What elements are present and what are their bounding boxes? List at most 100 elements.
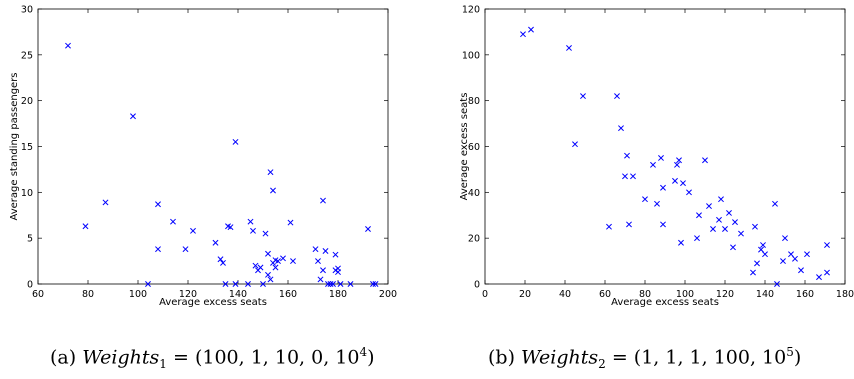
caption-b-close: ) [793,346,802,369]
data-point-b-41 [762,251,768,258]
data-point-a-39 [320,197,326,204]
data-point-b-36 [750,269,756,276]
caption-b-math: Weights [521,346,599,369]
data-point-b-32 [726,210,732,216]
data-point-a-10 [212,239,219,246]
data-point-a-25 [267,276,274,283]
data-point-b-28 [710,226,716,232]
x-tick-label-a-5: 160 [279,289,297,300]
caption-b-exp: 5 [786,345,794,359]
data-point-b-7 [618,125,624,132]
plot-frame-b [484,8,846,285]
y-tick-label-b-5: 100 [462,50,480,61]
y-tick-label-a-5: 25 [21,50,33,61]
y-tick-label-b-6: 120 [462,5,480,16]
data-point-b-1 [528,26,534,33]
data-point-b-18 [672,177,678,184]
data-point-a-17 [247,218,254,225]
x-tick-label-a-6: 180 [329,289,347,300]
x-tick-label-b-3: 60 [599,289,611,300]
data-point-a-19 [252,262,259,269]
data-point-a-5 [155,201,161,208]
data-point-a-4 [145,281,151,287]
y-axis-label-a: Average standing passengers [9,72,20,220]
x-tick-label-b-0: 0 [482,289,488,300]
data-point-a-0 [65,42,71,49]
x-tick-label-a-2: 100 [129,289,147,300]
data-point-b-42 [772,200,778,207]
data-point-b-10 [626,221,632,228]
data-point-a-32 [280,255,286,262]
caption-a-value: = (100, 1, 10, 0, 10 [172,346,360,369]
data-point-a-44 [332,251,339,258]
data-point-b-37 [752,223,758,230]
data-point-b-40 [760,242,766,248]
data-point-a-36 [315,258,321,265]
data-point-a-35 [312,246,319,253]
data-point-b-50 [816,274,822,281]
caption-a-math: Weights [82,346,160,369]
caption-b: (b) Weights2 = (1, 1, 1, 100, 105) [488,345,801,371]
data-point-b-25 [696,212,702,219]
data-point-a-11 [217,256,224,263]
data-point-b-2 [566,45,572,51]
caption-b-sub: 2 [598,357,606,372]
data-point-b-0 [520,31,526,38]
data-point-a-9 [190,227,196,234]
x-tick-label-a-7: 200 [379,289,397,300]
data-point-b-52 [824,242,830,248]
x-tick-label-b-6: 120 [716,289,734,300]
data-markers-a [65,42,379,287]
data-point-a-31 [275,258,281,265]
x-axis-label-a: Average excess seats [159,297,267,308]
data-point-a-51 [370,281,376,287]
data-point-b-43 [774,281,780,287]
data-point-a-37 [317,276,324,283]
data-point-b-38 [754,260,760,267]
y-tick-label-b-1: 20 [468,234,480,245]
scatter-plot-a: 60 80 100 120 140 160 180 200 0 5 10 15 20 25 30 Avera… [9,5,397,309]
data-point-a-21 [257,264,264,271]
data-point-b-16 [660,184,666,191]
data-point-a-48 [337,281,344,287]
data-point-b-14 [654,200,660,207]
data-point-b-3 [572,141,578,148]
data-point-a-50 [365,226,371,232]
y-tick-label-b-0: 0 [474,280,480,291]
data-point-b-12 [642,196,648,203]
data-point-b-51 [824,269,830,276]
data-point-a-41 [325,281,331,287]
x-tick-label-b-4: 80 [639,289,651,300]
data-point-b-22 [680,180,686,187]
x-tick-label-a-0: 60 [32,289,44,300]
data-point-a-42 [327,281,334,287]
data-point-a-30 [272,264,279,271]
data-point-b-35 [738,230,744,237]
data-point-a-26 [267,169,274,176]
data-point-b-26 [702,157,708,164]
data-point-a-38 [320,267,326,274]
data-point-a-7 [170,218,176,225]
data-point-a-40 [322,248,329,254]
data-point-a-18 [250,227,256,234]
data-point-a-22 [262,230,269,237]
data-point-a-12 [220,259,226,266]
data-point-b-21 [678,239,684,246]
x-tick-label-b-7: 140 [756,289,774,300]
x-tick-label-a-3: 120 [179,289,197,300]
data-point-b-4 [580,93,586,100]
caption-a-close: ) [367,346,375,369]
data-point-b-17 [660,221,666,228]
caption-b-label: (b) [488,346,515,369]
x-tick-label-b-5: 100 [676,289,694,300]
y-tick-label-a-1: 5 [27,234,33,245]
data-point-a-52 [372,281,379,287]
data-markers-b [520,26,830,287]
y-tick-label-b-3: 60 [468,142,480,153]
data-point-a-47 [335,265,341,272]
caption-b-value: = (1, 1, 1, 100, 10 [611,346,787,369]
data-point-b-44 [780,258,786,265]
y-tick-label-a-0: 0 [27,280,33,291]
data-point-b-15 [658,155,664,161]
